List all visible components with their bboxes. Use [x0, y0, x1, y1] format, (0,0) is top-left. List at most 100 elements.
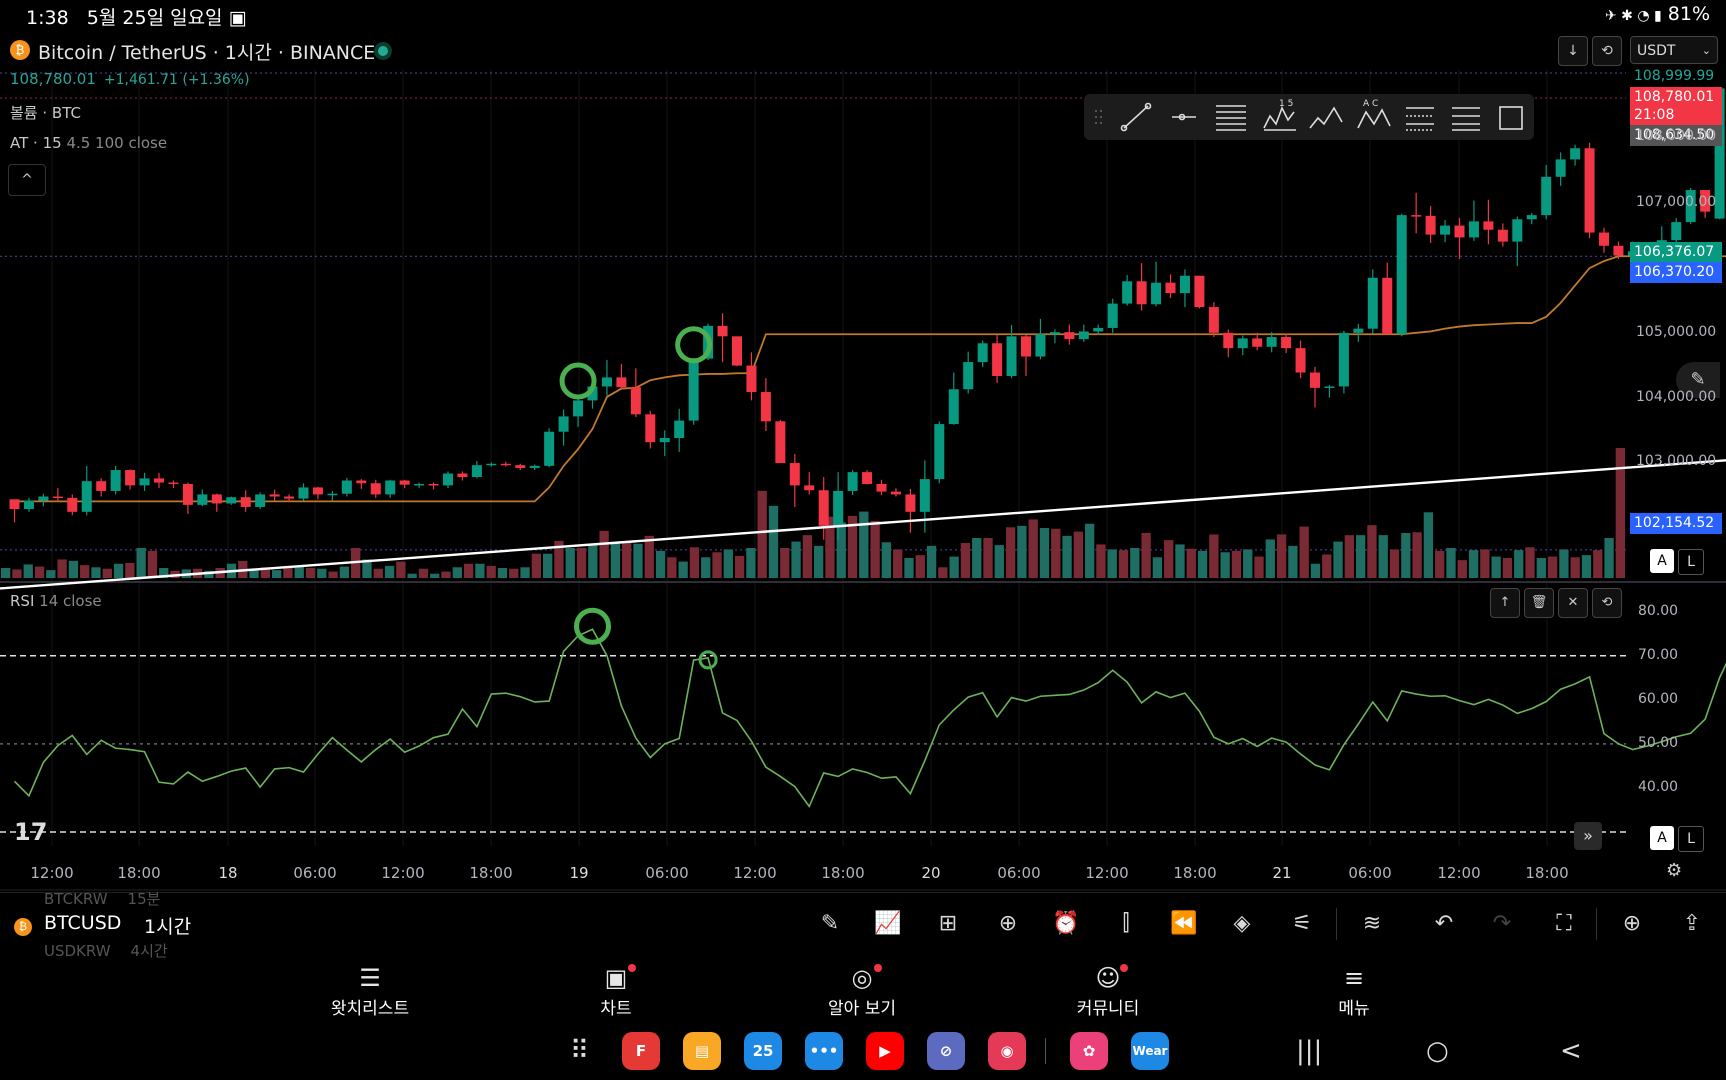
- candle-body[interactable]: [255, 494, 266, 507]
- candle-body[interactable]: [746, 365, 757, 393]
- candle-body[interactable]: [1093, 327, 1104, 332]
- candle-body[interactable]: [1078, 331, 1089, 340]
- app-wear-icon[interactable]: Wear: [1131, 1032, 1169, 1070]
- candle-body[interactable]: [558, 416, 569, 432]
- candle-body[interactable]: [457, 473, 468, 478]
- interval-selector[interactable]: 1시간: [144, 916, 192, 938]
- candle-body[interactable]: [1541, 176, 1552, 216]
- candle-body[interactable]: [471, 465, 482, 478]
- fib-extension-icon[interactable]: [1452, 107, 1480, 131]
- app-files-icon[interactable]: ▤: [683, 1032, 721, 1070]
- grip-icon[interactable]: [1095, 110, 1102, 124]
- candle-body[interactable]: [110, 470, 121, 491]
- candle-body[interactable]: [1035, 334, 1046, 357]
- candle-body[interactable]: [1165, 282, 1176, 294]
- candle-body[interactable]: [1671, 222, 1682, 241]
- candle-body[interactable]: [1237, 338, 1248, 349]
- highlight-circle[interactable]: [559, 362, 597, 400]
- alarm-icon[interactable]: ⏰: [1052, 911, 1080, 936]
- candle-body[interactable]: [1714, 88, 1725, 219]
- candle-body[interactable]: [38, 496, 49, 501]
- candle-body[interactable]: [240, 497, 251, 507]
- home-icon[interactable]: ○: [1426, 1036, 1449, 1066]
- trendline-drawing[interactable]: [0, 453, 1726, 630]
- candle-body[interactable]: [1700, 190, 1711, 212]
- candle-body[interactable]: [674, 420, 685, 439]
- candle-body[interactable]: [1006, 336, 1017, 377]
- app-messages-icon[interactable]: •••: [805, 1032, 843, 1070]
- candle-body[interactable]: [197, 494, 208, 505]
- app-flipboard-icon[interactable]: F: [622, 1032, 660, 1070]
- candle-body[interactable]: [1021, 336, 1031, 357]
- delete-pane-button[interactable]: 🗑: [1524, 588, 1554, 618]
- share-icon[interactable]: ⇪: [1682, 911, 1702, 936]
- candle-body[interactable]: [298, 487, 309, 499]
- candle-body[interactable]: [1367, 277, 1378, 329]
- fib-retracement-icon[interactable]: [1406, 107, 1434, 131]
- candle-body[interactable]: [890, 491, 901, 495]
- settings-sliders-icon[interactable]: ⚟: [1292, 911, 1312, 936]
- candle-body[interactable]: [789, 463, 800, 486]
- candle-body[interactable]: [139, 478, 150, 486]
- candle-body[interactable]: [443, 473, 453, 486]
- candle-body[interactable]: [226, 497, 237, 504]
- candle-body[interactable]: [284, 496, 295, 499]
- at-indicator-legend[interactable]: AT · 15 4.5 100 close: [10, 134, 168, 152]
- candle-body[interactable]: [414, 483, 425, 486]
- app-calendar-icon[interactable]: 25: [744, 1032, 782, 1070]
- candle-body[interactable]: [1179, 275, 1190, 294]
- candle-body[interactable]: [154, 478, 164, 483]
- candle-body[interactable]: [1281, 337, 1292, 349]
- pen-icon[interactable]: ✎: [820, 911, 840, 936]
- settings-gear-icon[interactable]: ⚙: [1666, 860, 1683, 881]
- candle-body[interactable]: [1483, 221, 1494, 230]
- candle-body[interactable]: [847, 472, 858, 491]
- app-internet-icon[interactable]: ⊘: [927, 1032, 965, 1070]
- add-icon[interactable]: ⊕: [998, 911, 1018, 936]
- candle-body[interactable]: [948, 389, 959, 425]
- candle-body[interactable]: [1208, 307, 1219, 333]
- candle-body[interactable]: [862, 472, 873, 484]
- candle-type-icon[interactable]: ⫿: [1122, 911, 1130, 936]
- candle-body[interactable]: [486, 463, 497, 466]
- scroll-to-realtime-icon[interactable]: »: [1574, 822, 1602, 850]
- nav-community[interactable]: ☺ 커뮤니티: [1038, 962, 1178, 1019]
- candle-body[interactable]: [312, 487, 323, 495]
- volume-legend[interactable]: 볼륨 · BTC: [10, 104, 81, 122]
- candle-body[interactable]: [23, 500, 34, 510]
- candle-body[interactable]: [1194, 275, 1205, 308]
- download-icon[interactable]: ↓: [1558, 36, 1588, 66]
- candle-body[interactable]: [1064, 332, 1075, 340]
- grid-icon[interactable]: ⊞: [938, 911, 958, 936]
- currency-select[interactable]: USDT ⌄: [1630, 36, 1718, 64]
- candle-body[interactable]: [529, 465, 540, 468]
- app-camera-icon[interactable]: ◉: [988, 1032, 1026, 1070]
- candle-body[interactable]: [81, 481, 92, 512]
- candle-body[interactable]: [370, 483, 381, 495]
- nav-watchlist[interactable]: ☰ 왓치리스트: [300, 962, 440, 1019]
- candle-body[interactable]: [732, 336, 742, 366]
- draw-pencil-icon[interactable]: ✎: [1676, 362, 1720, 398]
- candle-body[interactable]: [601, 377, 612, 387]
- candle-body[interactable]: [211, 494, 222, 504]
- candle-body[interactable]: [645, 414, 656, 443]
- undo-icon[interactable]: ↶: [1434, 911, 1454, 936]
- candle-body[interactable]: [1497, 229, 1508, 242]
- maximize-pane-button[interactable]: ⟲: [1592, 588, 1622, 618]
- candle-body[interactable]: [804, 485, 815, 491]
- replay-icon[interactable]: ⏪: [1170, 911, 1198, 936]
- candle-body[interactable]: [168, 482, 179, 485]
- fullscreen-icon[interactable]: ⛶: [1556, 911, 1572, 936]
- elliott-wave-icon[interactable]: [1309, 106, 1343, 129]
- candle-body[interactable]: [399, 480, 410, 485]
- back-icon[interactable]: <: [1560, 1036, 1582, 1066]
- add-alert-icon[interactable]: ⊕: [1622, 911, 1642, 936]
- candle-body[interactable]: [1555, 159, 1566, 177]
- recent-apps-icon[interactable]: |||: [1296, 1036, 1323, 1066]
- candle-body[interactable]: [500, 463, 511, 466]
- candle-body[interactable]: [717, 325, 728, 337]
- candle-body[interactable]: [269, 494, 280, 497]
- candle-body[interactable]: [1310, 372, 1320, 388]
- candle-body[interactable]: [356, 480, 367, 484]
